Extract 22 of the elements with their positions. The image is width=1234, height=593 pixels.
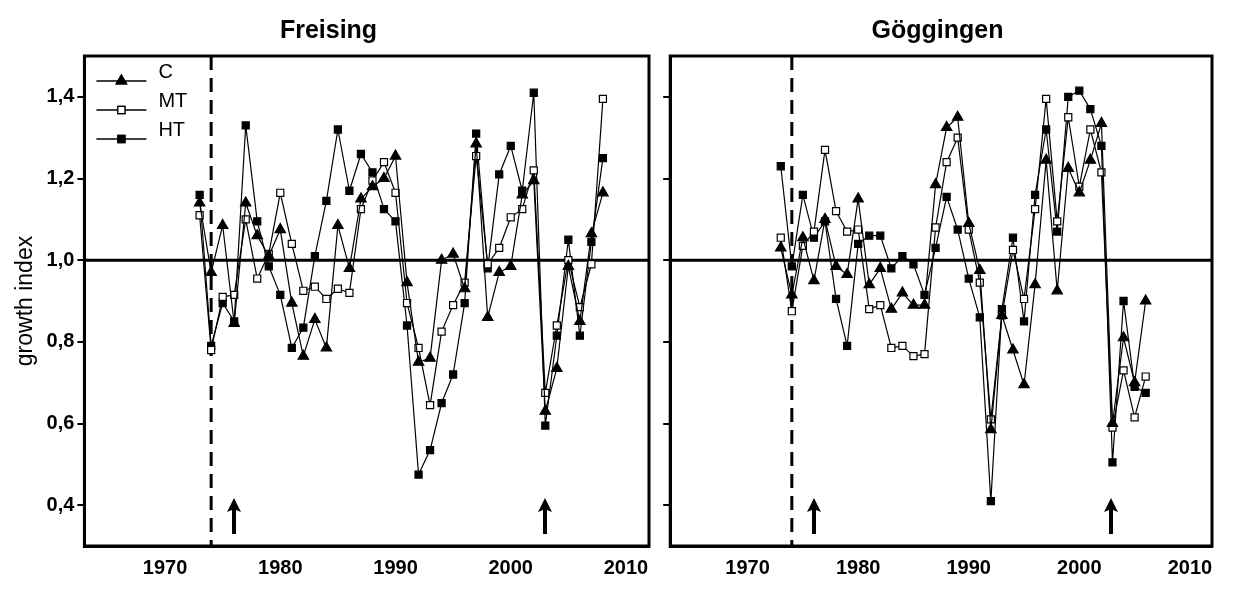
y-tick-label: 0,4 — [46, 492, 76, 515]
chart-title: Freising — [279, 14, 378, 43]
y-tick-label: 1,0 — [46, 247, 75, 270]
y-tick-label: 1,4 — [46, 84, 76, 107]
x-tick-label: 1990 — [373, 555, 418, 578]
legend-label: HT — [158, 117, 186, 140]
x-tick-label: 1980 — [835, 555, 881, 578]
x-tick-label: 2000 — [1057, 555, 1102, 578]
x-tick-label: 1970 — [142, 555, 188, 578]
legend-label: C — [158, 59, 173, 82]
y-axis-title: growth index — [11, 235, 38, 367]
x-tick-label: 2010 — [1167, 555, 1213, 578]
y-tick-label: 0,8 — [46, 329, 75, 352]
chart-title: Göggingen — [871, 14, 1004, 43]
x-tick-label: 1970 — [725, 555, 770, 578]
legend-label: MT — [158, 88, 188, 111]
y-tick-label: 0,6 — [46, 411, 75, 434]
x-tick-label: 1990 — [946, 555, 991, 578]
x-tick-label: 2000 — [488, 555, 533, 578]
y-tick-label: 1,2 — [46, 166, 75, 189]
x-tick-label: 1980 — [258, 555, 303, 578]
x-tick-label: 2010 — [603, 555, 649, 578]
